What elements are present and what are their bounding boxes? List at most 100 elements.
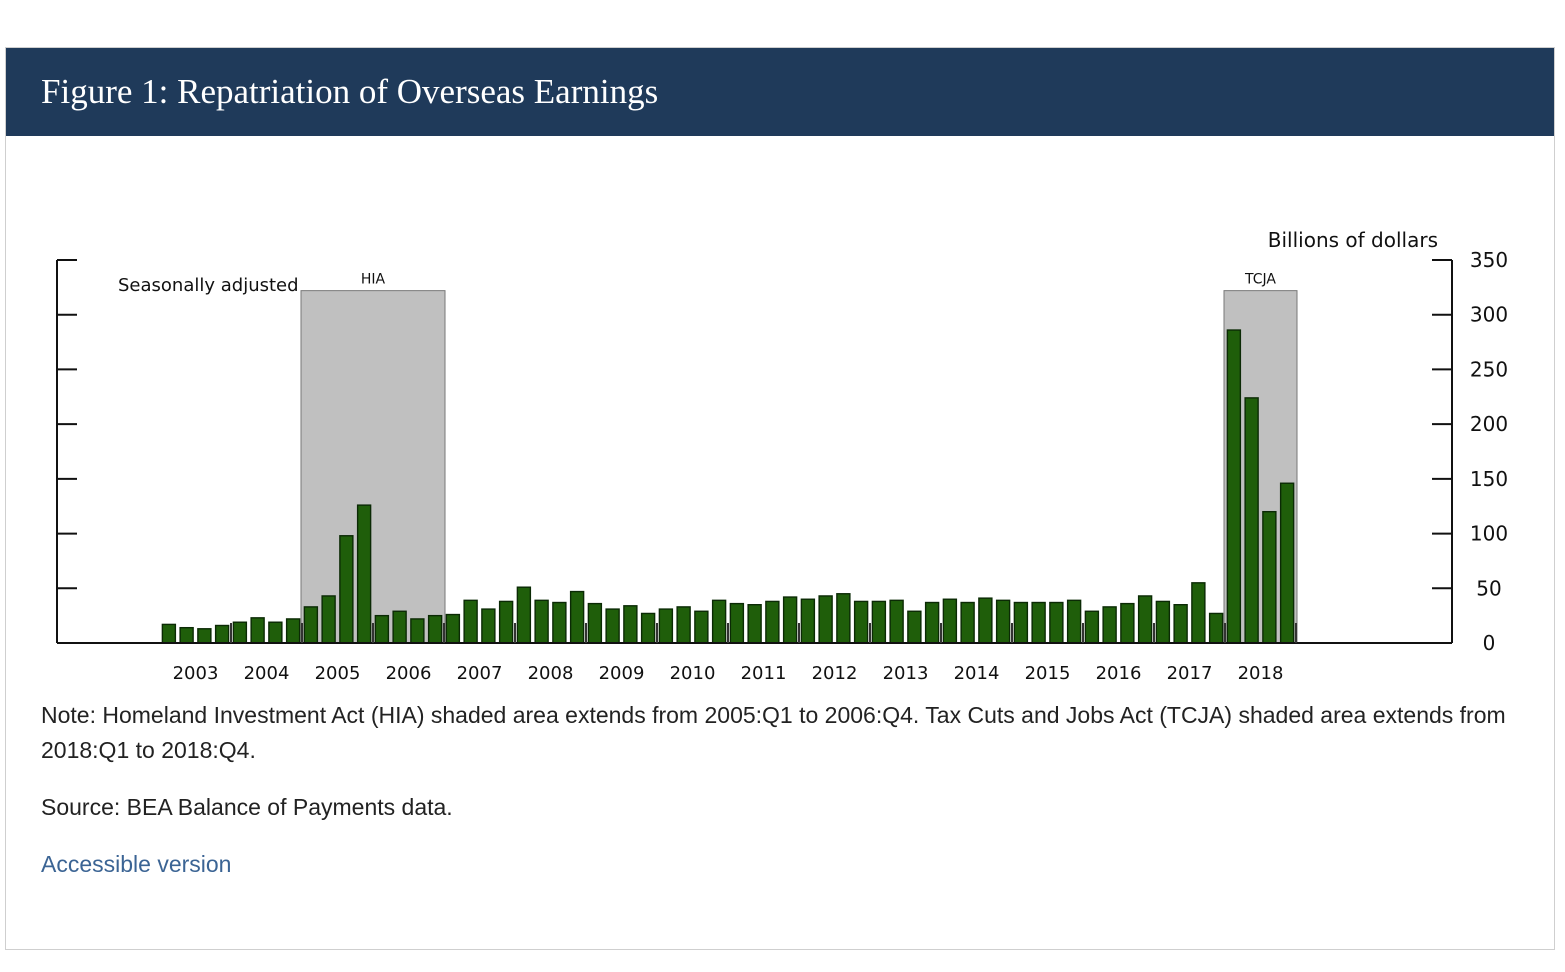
bar-2010-q3 [694,610,709,644]
bar-2005-q4 [356,504,372,644]
bar-2009-q2 [605,608,620,644]
figure-panel: Figure 1: Repatriation of Overseas Earni… [5,47,1555,950]
bar-2005-q1 [303,606,319,644]
bar-2008-q1 [516,586,532,644]
x-year-label: 2017 [1167,663,1213,684]
y-tick-label: 350 [1470,248,1508,272]
y-tick-label: 0 [1483,631,1496,655]
chart-area: HIA TCJA 0 50 100 150 200 250 300 350 2003 2004 20… [6,136,1554,696]
bar-2014-q1 [942,598,958,644]
bar-2014-q4 [995,599,1011,644]
bar-2013-q1 [871,600,887,644]
bar-2006-q1 [374,614,390,644]
bar-2016-q2 [1102,606,1117,644]
bar-2005-q2 [321,595,336,644]
x-year-label: 2007 [457,663,503,684]
bar-2012-q2 [818,595,833,644]
bar-2003-q2 [179,626,194,644]
bar-2014-q2 [960,601,975,644]
bar-2010-q1 [658,608,674,644]
x-year-label: 2014 [954,663,1000,684]
bar-2018-q3 [1262,510,1277,644]
bar-2009-q4 [640,612,656,644]
bar-2006-q2 [392,610,407,644]
bar-2003-q4 [214,624,230,644]
y-tick-label: 50 [1476,576,1501,600]
x-year-label: 2005 [315,663,361,684]
x-year-label: 2013 [883,663,929,684]
bar-2008-q4 [569,590,585,644]
bar-2013-q2 [889,599,904,644]
bar-2004-q4 [285,618,301,644]
bar-2010-q4 [711,599,727,644]
bar-2017-q4 [1208,612,1224,644]
x-year-label: 2004 [244,663,290,684]
bar-2004-q1 [232,621,248,644]
x-year-label: 2012 [812,663,858,684]
bar-2017-q1 [1155,600,1171,644]
x-year-label: 2011 [741,663,787,684]
seasonally-adjusted-annotation: Seasonally adjusted [118,275,299,296]
bar-2015-q1 [1013,601,1029,644]
bar-2003-q1 [161,623,177,644]
shade-label-hia: HIA [361,272,386,288]
x-year-label: 2015 [1025,663,1071,684]
bar-2007-q2 [463,599,478,644]
bar-2015-q2 [1031,601,1046,644]
bar-2017-q3 [1191,582,1206,644]
y-tick-label: 100 [1470,522,1508,546]
y-axis-label: Billions of dollars [1268,228,1438,252]
figure-header: Figure 1: Repatriation of Overseas Earni… [6,48,1554,136]
bar-2013-q4 [924,601,940,644]
bar-2009-q3 [623,605,638,644]
bar-2011-q3 [765,600,780,644]
bar-2017-q2 [1173,604,1188,644]
bar-2009-q1 [587,602,603,644]
bar-2011-q2 [747,604,762,644]
bar-2012-q4 [853,600,869,644]
bar-2004-q3 [268,621,283,644]
bar-2004-q2 [250,617,265,644]
bar-2006-q4 [427,614,443,644]
y-tick-label: 250 [1470,357,1508,381]
bar-2011-q1 [729,602,745,644]
bar-2007-q3 [481,608,496,644]
figure-note: Note: Homeland Investment Act (HIA) shad… [41,702,1506,763]
bar-2007-q4 [498,600,514,644]
bar-2016-q3 [1120,602,1135,644]
bar-2013-q3 [907,610,922,644]
bar-2003-q3 [197,628,212,644]
y-tick-label: 200 [1470,412,1508,436]
bar-2018-q4 [1279,482,1295,644]
figure-title: Figure 1: Repatriation of Overseas Earni… [41,72,659,111]
bar-2006-q3 [410,618,425,644]
figure-source: Source: BEA Balance of Payments data. [41,794,453,820]
y-tick-label: 150 [1470,467,1508,491]
bar-2015-q4 [1066,599,1082,644]
bar-2005-q3 [339,535,354,644]
bar-2016-q1 [1084,610,1100,644]
bar-2014-q3 [978,597,993,644]
x-year-label: 2010 [670,663,716,684]
shade-hia [300,290,446,644]
bar-2007-q1 [445,613,461,644]
bar-2012-q1 [800,598,816,644]
bar-2018-q2 [1244,397,1259,644]
repatriation-bar-chart: HIA TCJA 0 50 100 150 200 250 300 350 2003 2004 20… [56,228,1508,684]
bar-2018-q1 [1226,329,1242,644]
bar-2015-q3 [1049,601,1064,644]
bar-2011-q4 [782,596,798,644]
bar-2012-q3 [836,593,851,644]
x-year-label: 2009 [599,663,645,684]
accessible-version-link[interactable]: Accessible version [41,851,232,877]
x-year-label: 2003 [173,663,219,684]
x-year-label: 2018 [1238,663,1284,684]
y-tick-label: 300 [1470,303,1508,327]
x-year-label: 2006 [386,663,432,684]
bar-2010-q2 [676,606,691,644]
shade-label-tcja: TCJA [1244,272,1276,288]
bar-2016-q4 [1137,595,1153,644]
bar-2008-q3 [552,601,567,644]
x-year-label: 2016 [1096,663,1142,684]
bar-2008-q2 [534,599,549,644]
